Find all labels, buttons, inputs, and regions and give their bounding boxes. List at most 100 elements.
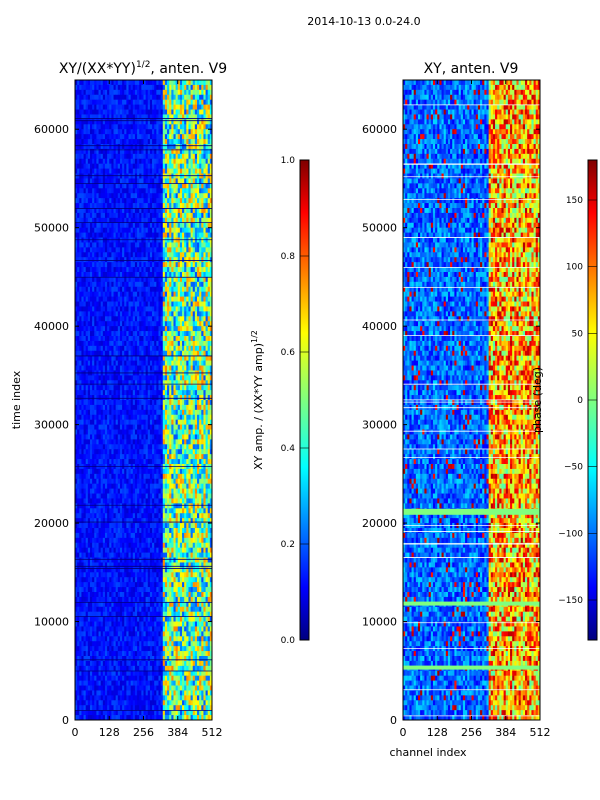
heatmap-cell bbox=[124, 94, 127, 101]
heatmap-cell bbox=[128, 129, 132, 135]
heatmap-cell bbox=[92, 345, 95, 352]
heatmap-cell bbox=[98, 321, 102, 327]
heatmap-cell bbox=[100, 404, 104, 411]
heatmap-cell bbox=[111, 375, 114, 381]
heatmap-cell bbox=[89, 153, 93, 160]
heatmap-cell bbox=[117, 336, 121, 342]
heatmap-cell bbox=[167, 336, 170, 342]
heatmap-cell bbox=[167, 94, 170, 101]
heatmap-cell bbox=[179, 276, 183, 283]
heatmap-cell bbox=[203, 429, 206, 435]
heatmap-cell bbox=[115, 94, 119, 101]
heatmap-cell bbox=[156, 419, 159, 426]
heatmap-cell bbox=[134, 404, 138, 411]
heatmap-cell bbox=[81, 158, 84, 165]
heatmap-cell bbox=[132, 306, 136, 312]
heatmap-cell bbox=[122, 247, 125, 253]
heatmap-cell bbox=[104, 139, 108, 145]
heatmap-cell bbox=[111, 257, 114, 263]
heatmap-cell bbox=[98, 153, 102, 160]
heatmap-cell bbox=[77, 395, 80, 401]
heatmap-cell bbox=[194, 153, 198, 160]
heatmap-cell bbox=[102, 439, 106, 445]
heatmap-cell bbox=[192, 114, 196, 120]
heatmap-cell bbox=[175, 454, 179, 460]
heatmap-cell bbox=[141, 89, 144, 96]
heatmap-cell bbox=[147, 109, 151, 115]
heatmap-cell bbox=[96, 124, 99, 130]
heatmap-cell bbox=[77, 419, 80, 426]
heatmap-cell bbox=[207, 267, 211, 273]
heatmap-cell bbox=[75, 345, 78, 352]
heatmap-cell bbox=[79, 109, 82, 115]
heatmap-cell bbox=[188, 119, 191, 125]
heatmap-cell bbox=[94, 331, 97, 337]
heatmap-cell bbox=[169, 227, 172, 234]
heatmap-cell bbox=[190, 208, 194, 214]
heatmap-cell bbox=[117, 139, 121, 145]
heatmap-cell bbox=[109, 198, 112, 204]
heatmap-cell bbox=[184, 198, 187, 204]
heatmap-cell bbox=[122, 94, 125, 101]
heatmap-cell bbox=[156, 232, 159, 238]
heatmap-cell bbox=[192, 321, 196, 327]
heatmap-cell bbox=[207, 148, 211, 155]
heatmap-cell bbox=[83, 158, 87, 165]
heatmap-cell bbox=[162, 276, 166, 283]
heatmap-cell bbox=[132, 148, 136, 155]
heatmap-cell bbox=[126, 449, 129, 455]
heatmap-cell bbox=[143, 375, 147, 381]
heatmap-cell bbox=[186, 89, 189, 96]
heatmap-cell bbox=[83, 99, 87, 106]
heatmap-cell bbox=[209, 336, 212, 342]
heatmap-cell bbox=[111, 419, 114, 426]
heatmap-cell bbox=[160, 439, 164, 445]
heatmap-cell bbox=[89, 257, 93, 263]
heatmap-cell bbox=[89, 380, 93, 386]
heatmap-cell bbox=[124, 409, 127, 416]
heatmap-cell bbox=[98, 237, 102, 243]
heatmap-cell bbox=[143, 419, 147, 426]
heatmap-cell bbox=[199, 84, 202, 91]
heatmap-cell bbox=[100, 281, 104, 288]
heatmap-cell bbox=[137, 400, 140, 406]
heatmap-cell bbox=[197, 139, 200, 145]
heatmap-cell bbox=[100, 222, 104, 229]
heatmap-cell bbox=[171, 365, 174, 371]
heatmap-cell bbox=[167, 355, 170, 362]
heatmap-cell bbox=[122, 360, 125, 366]
heatmap-cell bbox=[182, 153, 185, 160]
heatmap-cell bbox=[184, 242, 187, 248]
heatmap-cell bbox=[128, 404, 132, 411]
heatmap-cell bbox=[102, 345, 106, 352]
heatmap-cell bbox=[203, 158, 206, 165]
heatmap-cell bbox=[75, 365, 78, 371]
heatmap-cell bbox=[107, 459, 110, 465]
heatmap-cell bbox=[81, 153, 84, 160]
heatmap-cell bbox=[92, 188, 95, 194]
heatmap-cell bbox=[85, 316, 89, 322]
heatmap-cell bbox=[134, 139, 138, 145]
heatmap-cell bbox=[119, 316, 123, 322]
heatmap-cell bbox=[152, 227, 155, 234]
heatmap-cell bbox=[156, 104, 159, 110]
heatmap-cell bbox=[81, 311, 84, 317]
heatmap-cell bbox=[143, 291, 147, 298]
heatmap-cell bbox=[117, 262, 121, 268]
heatmap-cell bbox=[147, 454, 151, 460]
heatmap-cell bbox=[124, 444, 127, 450]
heatmap-cell bbox=[113, 424, 117, 430]
heatmap-cell bbox=[149, 208, 153, 214]
heatmap-cell bbox=[207, 109, 211, 115]
heatmap-cell bbox=[124, 321, 127, 327]
heatmap-cell bbox=[89, 291, 93, 298]
heatmap-cell bbox=[77, 286, 80, 293]
heatmap-cell bbox=[92, 395, 95, 401]
heatmap-cell bbox=[102, 454, 106, 460]
heatmap-cell bbox=[109, 173, 112, 179]
heatmap-cell bbox=[190, 326, 194, 332]
heatmap-cell bbox=[87, 80, 91, 86]
heatmap-cell bbox=[130, 232, 134, 238]
heatmap-cell bbox=[179, 262, 183, 268]
heatmap-cell bbox=[100, 355, 104, 362]
